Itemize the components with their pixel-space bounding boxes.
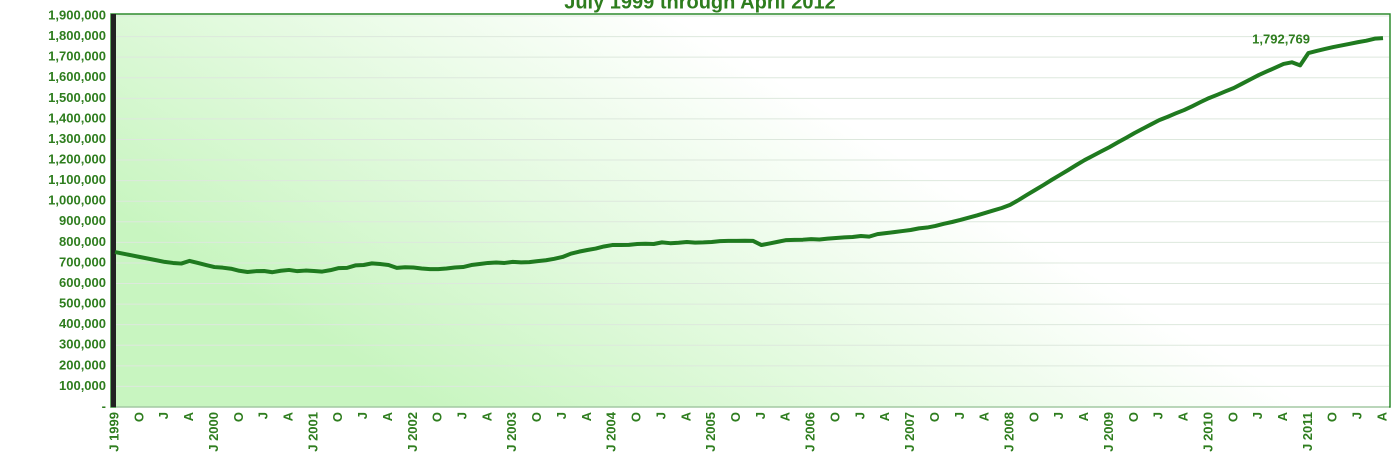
- x-tick-label: J 2003: [504, 412, 519, 452]
- x-tick-label: J: [355, 412, 370, 419]
- y-tick-label: -: [102, 398, 106, 413]
- x-tick-label: O: [1225, 412, 1240, 422]
- y-tick-label: 700,000: [59, 254, 106, 269]
- x-tick-label: A: [380, 411, 395, 421]
- x-tick-label: A: [678, 411, 693, 421]
- x-tick-label: A: [1076, 411, 1091, 421]
- x-tick-label: J 2001: [305, 412, 320, 452]
- y-tick-label: 1,800,000: [48, 28, 106, 43]
- x-tick-label: O: [1325, 412, 1340, 422]
- x-tick-label: O: [529, 412, 544, 422]
- x-tick-label: O: [1026, 412, 1041, 422]
- x-tick-label: O: [927, 412, 942, 422]
- x-tick-label: J 2004: [604, 411, 619, 452]
- y-tick-label: 1,600,000: [48, 69, 106, 84]
- x-tick-label: J 2007: [902, 412, 917, 452]
- x-tick-label: O: [827, 412, 842, 422]
- x-tick-label: A: [778, 411, 793, 421]
- y-tick-label: 100,000: [59, 378, 106, 393]
- x-tick-label: A: [1275, 411, 1290, 421]
- x-tick-label: A: [877, 411, 892, 421]
- x-tick-label: J: [952, 412, 967, 419]
- x-tick-label: A: [181, 411, 196, 421]
- x-tick-label: J 2005: [703, 412, 718, 452]
- x-tick-label: J 2006: [803, 412, 818, 452]
- x-tick-label: J: [852, 412, 867, 419]
- y-tick-label: 1,100,000: [48, 172, 106, 187]
- y-tick-label: 900,000: [59, 213, 106, 228]
- x-tick-label: J 2000: [206, 412, 221, 452]
- y-tick-label: 1,200,000: [48, 151, 106, 166]
- x-tick-label: J: [1151, 412, 1166, 419]
- chart-title: July 1999 through April 2012: [564, 0, 836, 13]
- x-tick-label: J: [256, 412, 271, 419]
- x-tick-label: J: [753, 412, 768, 419]
- y-tick-label: 400,000: [59, 316, 106, 331]
- y-tick-label: 300,000: [59, 337, 106, 352]
- x-tick-label: J: [1250, 412, 1265, 419]
- x-tick-label: J 2009: [1101, 412, 1116, 452]
- x-tick-label: J: [156, 412, 171, 419]
- x-tick-label: J 2011: [1300, 412, 1315, 451]
- x-tick-label: O: [1126, 412, 1141, 422]
- x-tick-label: O: [430, 412, 445, 422]
- x-tick-label: A: [977, 411, 992, 421]
- y-tick-label: 1,400,000: [48, 110, 106, 125]
- x-tick-label: O: [330, 412, 345, 422]
- x-tick-label: O: [728, 412, 743, 422]
- x-tick-label: J: [653, 412, 668, 419]
- x-tick-label: A: [1176, 411, 1191, 421]
- x-tick-label: J 2002: [405, 412, 420, 452]
- x-tick-label: J 1999: [106, 412, 121, 452]
- y-tick-label: 800,000: [59, 234, 106, 249]
- x-tick-label: J: [554, 412, 569, 419]
- x-tick-label: A: [1374, 411, 1389, 421]
- value-label: 1,792,769: [1252, 32, 1310, 47]
- x-tick-label: J: [1051, 412, 1066, 419]
- x-tick-label: A: [280, 411, 295, 421]
- y-tick-label: 200,000: [59, 357, 106, 372]
- y-axis-bar: [111, 14, 116, 407]
- x-tick-label: J 2008: [1001, 412, 1016, 452]
- x-tick-label: J: [1350, 412, 1365, 419]
- y-tick-label: 600,000: [59, 275, 106, 290]
- y-tick-label: 1,000,000: [48, 193, 106, 208]
- y-tick-label: 1,700,000: [48, 49, 106, 64]
- data-line: [114, 36, 1384, 275]
- x-tick-label: A: [579, 411, 594, 421]
- plot-area: [110, 13, 1391, 408]
- x-tick-label: J: [455, 412, 470, 419]
- y-tick-label: 1,500,000: [48, 90, 106, 105]
- x-tick-label: J 2010: [1200, 412, 1215, 452]
- x-tick-label: O: [629, 412, 644, 422]
- y-tick-label: 1,300,000: [48, 131, 106, 146]
- x-tick-label: A: [479, 411, 494, 421]
- x-tick-label: O: [231, 412, 246, 422]
- x-tick-label: O: [131, 412, 146, 422]
- y-tick-label: 500,000: [59, 296, 106, 311]
- y-tick-label: 1,900,000: [48, 7, 106, 22]
